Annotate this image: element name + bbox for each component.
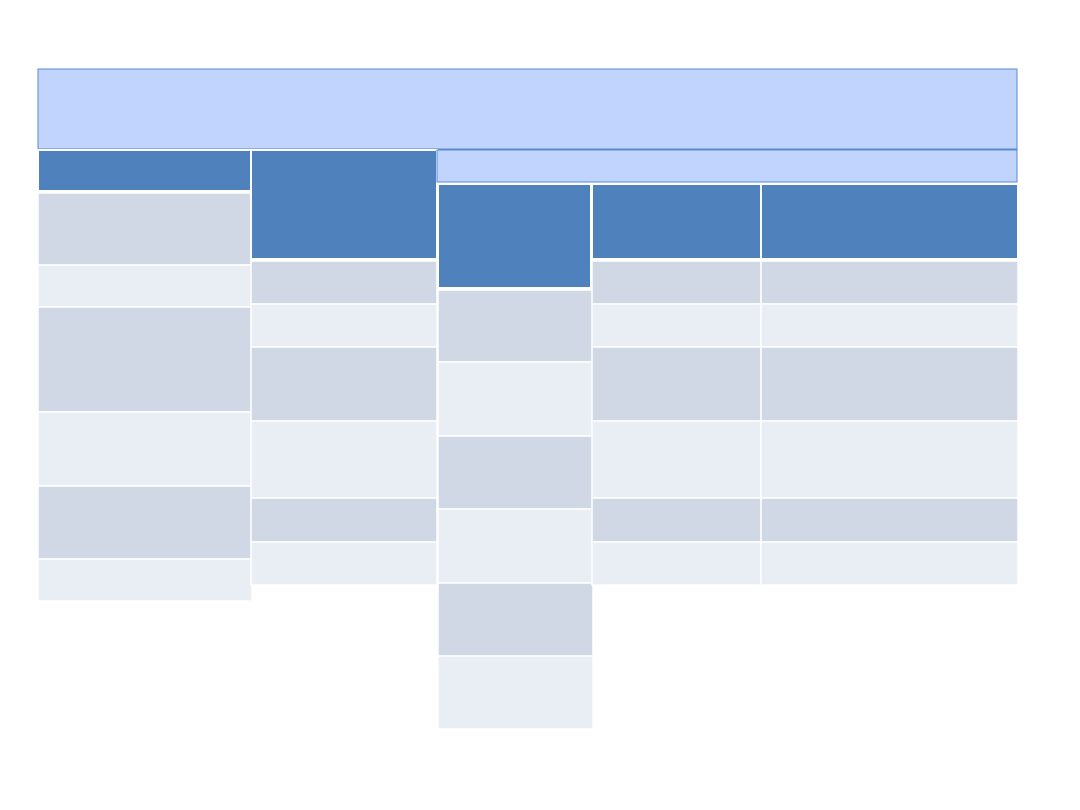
table-two bbox=[250, 149, 438, 586]
cell bbox=[437, 655, 594, 730]
cell bbox=[250, 420, 438, 499]
cell bbox=[437, 508, 594, 584]
header-cell bbox=[760, 183, 1019, 260]
table-one bbox=[37, 149, 253, 602]
cell bbox=[591, 303, 762, 348]
header-cell bbox=[591, 183, 762, 260]
cell bbox=[591, 497, 762, 543]
cell bbox=[37, 558, 253, 602]
table-four bbox=[591, 183, 1019, 586]
cell bbox=[37, 306, 253, 413]
cell bbox=[760, 497, 1019, 543]
cell bbox=[437, 435, 594, 510]
header-cell bbox=[437, 183, 592, 289]
cell bbox=[591, 260, 762, 305]
cell bbox=[760, 420, 1019, 499]
group-header bbox=[436, 149, 1018, 183]
cell bbox=[760, 346, 1019, 422]
cell bbox=[250, 541, 438, 586]
cell bbox=[760, 303, 1019, 348]
header-cell bbox=[250, 149, 438, 260]
cell bbox=[437, 582, 594, 657]
cell bbox=[250, 346, 438, 422]
cell bbox=[250, 497, 438, 543]
cell bbox=[591, 541, 762, 586]
cell bbox=[37, 411, 253, 487]
header-cell bbox=[37, 149, 252, 192]
cell bbox=[250, 260, 438, 305]
cell bbox=[760, 541, 1019, 586]
cell bbox=[591, 346, 762, 422]
cell bbox=[591, 420, 762, 499]
cell bbox=[437, 361, 594, 437]
title-banner bbox=[37, 68, 1018, 150]
cell bbox=[437, 289, 594, 363]
cell bbox=[37, 264, 253, 308]
cell bbox=[37, 485, 253, 560]
table-three bbox=[437, 183, 594, 730]
cell bbox=[250, 303, 438, 348]
cell bbox=[37, 192, 253, 266]
cell bbox=[760, 260, 1019, 305]
